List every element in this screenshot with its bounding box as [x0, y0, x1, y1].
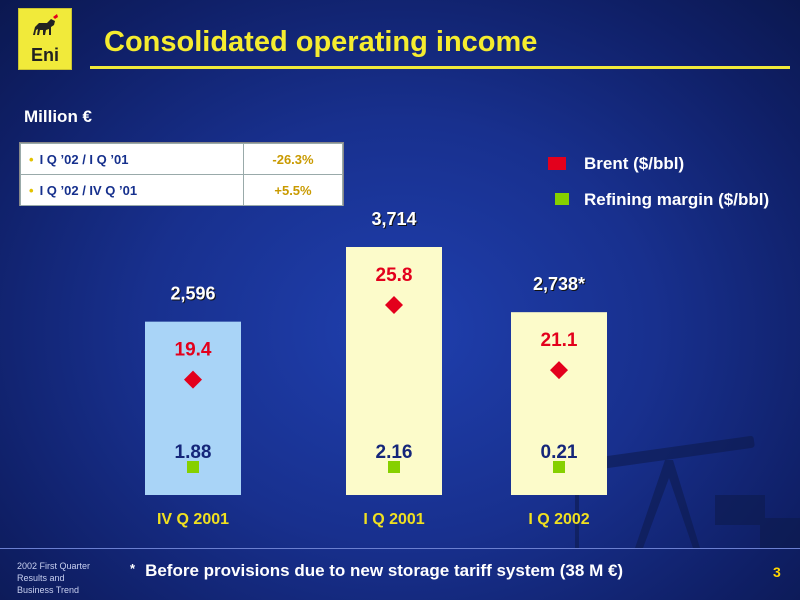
- table-cell-label: • I Q ’02 / IV Q ’01: [20, 174, 244, 206]
- logo-text: Eni: [30, 45, 59, 65]
- table-cell-value: +5.5%: [243, 174, 343, 206]
- bar-value-label: 3,714: [371, 209, 416, 229]
- legend-refining-label: Refining margin ($/bbl): [584, 190, 770, 209]
- refining-marker: [553, 461, 565, 473]
- footer-caption: 2002 First Quarter Results and Business …: [17, 560, 107, 596]
- bullet-icon: •: [29, 182, 34, 198]
- category-label: IV Q 2001: [157, 511, 229, 528]
- brent-value-label: 19.4: [175, 340, 212, 361]
- table-cell-label: • I Q ’02 / I Q ’01: [20, 143, 244, 175]
- legend-brent-label: Brent ($/bbl): [584, 154, 685, 173]
- refining-value-label: 1.88: [175, 442, 212, 463]
- page-title: Consolidated operating income: [104, 26, 538, 58]
- refining-marker: [187, 461, 199, 473]
- category-label: I Q 2001: [363, 511, 424, 528]
- footer-divider: [0, 548, 800, 549]
- unit-label: Million €: [24, 107, 92, 126]
- brent-marker: [184, 370, 202, 389]
- footer-caption-line: Results and: [17, 573, 65, 583]
- eni-logo: Eni: [18, 8, 72, 70]
- footer-caption-line: Business Trend: [17, 585, 80, 595]
- category-label: I Q 2002: [528, 511, 589, 528]
- brent-value-label: 25.8: [376, 265, 413, 286]
- bar-value-label: 2,738*: [533, 274, 585, 294]
- header-divider: [90, 66, 790, 69]
- table-cell-value: -26.3%: [243, 143, 343, 175]
- page-number: 3: [773, 564, 781, 580]
- legend-brent-swatch: [548, 157, 566, 170]
- footnote: * Before provisions due to new storage ta…: [130, 561, 623, 581]
- legend-refining-swatch: [555, 193, 569, 205]
- bar-value-label-shadow: 3,714: [372, 210, 417, 230]
- table-row: • I Q ’02 / IV Q ’01 +5.5%: [20, 174, 343, 206]
- table-row: • I Q ’02 / I Q ’01 -26.3%: [20, 143, 343, 175]
- bar-value-label-shadow: 2,596: [171, 285, 216, 305]
- refining-marker: [388, 461, 400, 473]
- bullet-icon: •: [29, 151, 34, 167]
- bar: [346, 247, 442, 495]
- footnote-text: Before provisions due to new storage tar…: [145, 561, 624, 580]
- brent-value-label: 21.1: [541, 330, 578, 351]
- bar-value-label: 2,596: [170, 284, 215, 304]
- brent-marker: [550, 361, 568, 380]
- row-label: I Q ’02 / IV Q ’01: [39, 182, 138, 198]
- refining-value-label: 2.16: [376, 442, 413, 463]
- footnote-star: *: [130, 561, 136, 576]
- footer-caption-line: 2002 First Quarter: [17, 561, 91, 571]
- variance-table: • I Q ’02 / I Q ’01 -26.3% • I Q ’02 / IV …: [19, 142, 344, 206]
- brent-marker: [385, 296, 403, 314]
- six-legged-dog-icon: [33, 14, 58, 35]
- row-label: I Q ’02 / I Q ’01: [39, 151, 129, 167]
- bar-value-label-shadow: 2,738*: [534, 275, 586, 295]
- refining-value-label: 0.21: [541, 442, 578, 463]
